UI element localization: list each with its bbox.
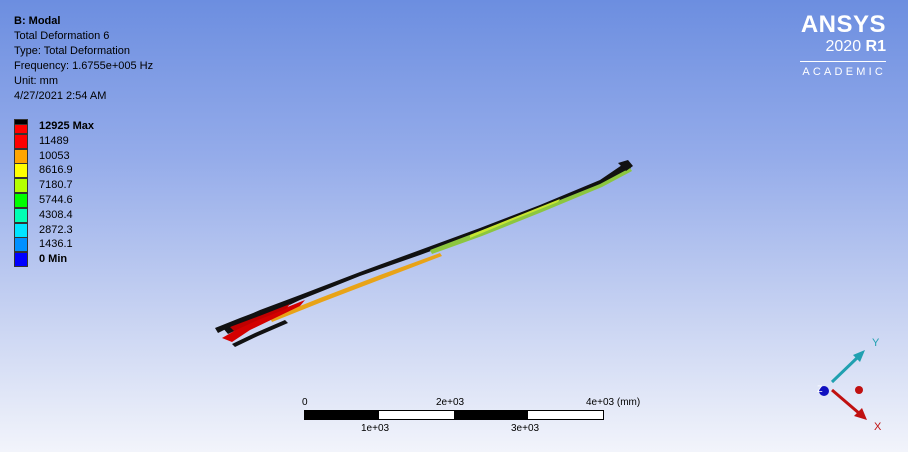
legend-swatch (14, 252, 28, 268)
logo-brand: ANSYS (800, 11, 886, 38)
legend-swatch (14, 222, 28, 238)
z-axis-marker (819, 386, 829, 396)
legend-label: 11489 (39, 134, 69, 147)
scale-label-0: 0 (302, 397, 308, 408)
scale-segment (305, 411, 379, 419)
scale-bar-graphic (304, 410, 604, 420)
scale-segment (454, 411, 528, 419)
x-axis-label: X (874, 421, 882, 433)
legend-label: 0 Min (39, 253, 68, 266)
legend-label: 10053 (39, 149, 70, 162)
legend-label: 2872.3 (39, 223, 73, 236)
legend-swatch (14, 178, 28, 194)
scale-label-1e3: 1e+03 (361, 423, 390, 434)
result-info: B: Modal Total Deformation 6 Type: Total… (14, 14, 153, 104)
legend-swatch (14, 133, 28, 149)
z-axis-label: Z (817, 384, 823, 394)
deformed-model (215, 160, 633, 347)
legend-swatch (14, 192, 28, 208)
result-date: 4/27/2021 2:54 AM (14, 90, 107, 102)
legend-swatch (14, 207, 28, 223)
result-frequency: Frequency: 1.6755e+005 Hz (14, 60, 154, 72)
ansys-logo: ANSYS 2020 R1 ACADEMIC (800, 12, 886, 79)
legend-swatch (14, 124, 28, 134)
origin-marker (855, 386, 863, 394)
legend-swatch (14, 237, 28, 253)
logo-edition: ACADEMIC (802, 66, 886, 78)
result-unit: Unit: mm (14, 75, 58, 87)
result-type: Type: Total Deformation (14, 45, 130, 57)
legend-swatch (14, 148, 28, 164)
result-name: Total Deformation 6 (14, 30, 110, 42)
x-axis-arrow (831, 388, 867, 420)
legend-swatch (14, 163, 28, 179)
legend-label: 12925 Max (39, 120, 95, 132)
legend-label: 8616.9 (39, 164, 73, 177)
logo-version-release: R1 (865, 38, 886, 55)
scale-label-2e3: 2e+03 (436, 397, 465, 408)
scale-bar: 0 2e+03 4e+03 (mm) 1e+03 3e+03 (302, 397, 640, 437)
analysis-title: B: Modal (14, 15, 61, 27)
y-axis-label: Y (872, 337, 880, 349)
legend-label: 1436.1 (39, 238, 73, 251)
axis-triad[interactable]: Y X Z (810, 330, 890, 435)
legend-label: 5744.6 (39, 193, 73, 206)
y-axis-arrow (830, 350, 865, 384)
logo-version: 2020 R1 (800, 38, 887, 56)
legend-label: 7180.7 (39, 179, 73, 192)
legend-label: 4308.4 (39, 208, 73, 221)
scale-label-4e3: 4e+03 (mm) (586, 397, 641, 408)
scale-label-3e3: 3e+03 (511, 423, 540, 434)
logo-divider (800, 61, 886, 62)
logo-version-year: 2020 (825, 38, 862, 55)
